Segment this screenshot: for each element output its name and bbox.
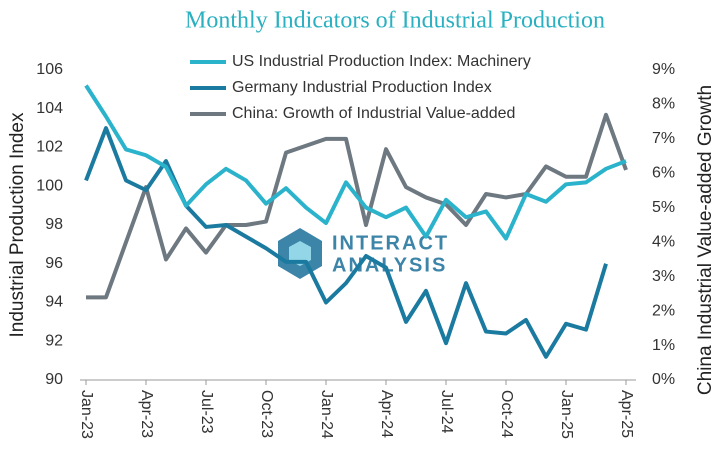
watermark-text: ANALYSIS bbox=[332, 254, 447, 276]
y2-tick-label: 0% bbox=[652, 371, 675, 388]
legend-label: Germany Industrial Production Index bbox=[232, 79, 492, 96]
watermark-text: INTERACT bbox=[332, 232, 449, 254]
x-tick-label: Jan-23 bbox=[78, 390, 95, 439]
y-tick-label: 102 bbox=[36, 139, 63, 156]
x-tick-label: Apr-24 bbox=[378, 390, 395, 438]
series-line bbox=[84, 84, 627, 241]
y2-tick-label: 4% bbox=[652, 233, 675, 250]
y2-tick-label: 1% bbox=[652, 337, 675, 354]
y-tick-label: 94 bbox=[45, 294, 63, 311]
y2-tick-label: 9% bbox=[652, 61, 675, 78]
y2-axis-title: China Industrial Value-added Growth bbox=[695, 85, 716, 395]
y-tick-label: 90 bbox=[45, 371, 63, 388]
y2-tick-label: 3% bbox=[652, 268, 675, 285]
x-tick-label: Jan-25 bbox=[558, 390, 575, 439]
x-tick-label: Apr-23 bbox=[138, 390, 155, 438]
x-tick-label: Apr-25 bbox=[618, 390, 635, 438]
legend-label: US Industrial Production Index: Machiner… bbox=[232, 53, 531, 70]
y-tick-label: 106 bbox=[36, 61, 63, 78]
y-axis-title: Industrial Production Index bbox=[7, 112, 28, 337]
y2-tick-label: 8% bbox=[652, 96, 675, 113]
chart-title: Monthly Indicators of Industrial Product… bbox=[185, 8, 605, 34]
y-tick-label: 100 bbox=[36, 177, 63, 194]
y-tick-label: 92 bbox=[45, 332, 63, 349]
x-tick-label: Jan-24 bbox=[318, 390, 335, 439]
legend-label: China: Growth of Industrial Value-added bbox=[232, 105, 515, 122]
y-tick-label: 104 bbox=[36, 100, 63, 117]
y-tick-label: 96 bbox=[45, 255, 63, 272]
y2-tick-label: 5% bbox=[652, 199, 675, 216]
series-line bbox=[86, 112, 628, 300]
y-tick-label: 98 bbox=[45, 216, 63, 233]
y2-tick-label: 7% bbox=[652, 130, 675, 147]
x-tick-label: Jul-23 bbox=[198, 390, 215, 434]
watermark: INTERACT ANALYSIS bbox=[278, 228, 449, 279]
x-tick-label: Oct-24 bbox=[498, 390, 515, 438]
x-tick-label: Oct-23 bbox=[258, 390, 275, 438]
y2-tick-label: 2% bbox=[652, 302, 675, 319]
watermark-logo-inner bbox=[289, 241, 311, 266]
y2-tick-label: 6% bbox=[652, 165, 675, 182]
x-tick-label: Jul-24 bbox=[438, 390, 455, 434]
